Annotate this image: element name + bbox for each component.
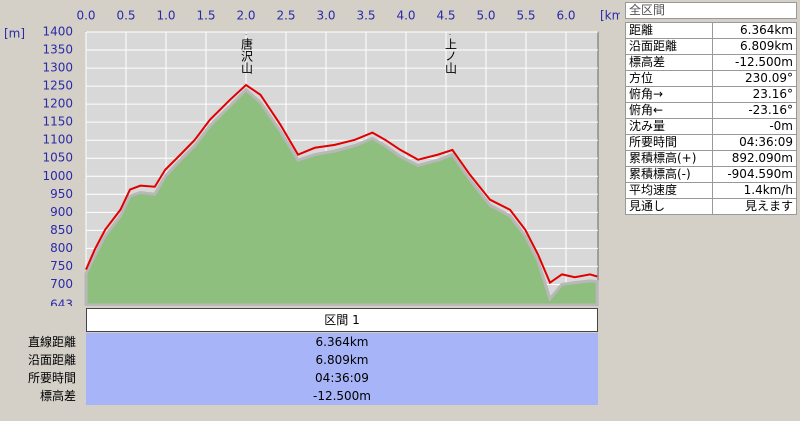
side-row: 累積標高(-) -904.590m [625,166,798,183]
y-tick-label: 1200 [42,97,73,111]
side-label: 俯角→ [625,86,713,103]
side-value: 892.090m [711,150,798,167]
section-label: 所要時間 [27,371,76,385]
side-value: -12.500m [711,54,798,71]
y-tick-label: 750 [50,259,73,273]
side-value: 見えます [711,198,798,215]
section-value: 04:36:09 [86,369,598,387]
x-tick-label: 6.0 [556,9,575,23]
side-value: 230.09° [711,70,798,87]
section-header[interactable]: 区間 1 [86,308,598,332]
side-value: -0m [711,118,798,135]
x-tick-label: 1.5 [196,9,215,23]
route-line [85,83,598,285]
side-label: 平均速度 [625,182,713,199]
peak-label: 上ノ山 [444,38,458,74]
side-value: -904.590m [711,166,798,183]
side-row: 方位 230.09° [625,70,798,87]
side-label: 所要時間 [625,134,713,151]
side-label: 方位 [625,70,713,87]
x-tick-label: 2.0 [236,9,255,23]
section-label: 直線距離 [27,335,76,349]
side-label: 累積標高(-) [625,166,713,183]
x-tick-label: 4.0 [396,9,415,23]
y-tick-label: 800 [50,241,73,255]
side-label: 標高差 [625,54,713,71]
y-tick-label: 900 [50,205,73,219]
side-value: -23.16° [711,102,798,119]
side-row: 沈み量 -0m [625,118,798,135]
y-tick-label: 643 [50,298,73,307]
section-label: 沿面距離 [27,353,76,367]
x-tick-label: 5.5 [516,9,535,23]
side-row: 見通し 見えます [625,198,798,215]
side-row: 所要時間 04:36:09 [625,134,798,151]
terrain-area [84,87,599,306]
x-tick-label: 2.5 [276,9,295,23]
side-row: 沿面距離 6.809km [625,38,798,55]
side-label: 沿面距離 [625,38,713,55]
side-value: 1.4km/h [711,182,798,199]
side-row: 平均速度 1.4km/h [625,182,798,199]
x-tick-label: 3.0 [316,9,335,23]
x-tick-label: 4.5 [436,9,455,23]
side-panel: 全区間 距離 6.364km 沿面距離 6.809km 標高差 -12.500m 方位 230… [625,2,798,215]
section-value: 6.809km [86,351,598,369]
y-tick-label: 1100 [42,133,73,147]
peak-label: 唐沢山 [240,37,254,74]
side-row: 標高差 -12.500m [625,54,798,71]
side-label: 累積標高(+) [625,150,713,167]
side-value: 6.364km [711,22,798,39]
side-row: 累積標高(+) 892.090m [625,150,798,167]
section-label: 標高差 [39,389,76,403]
x-tick-label: 3.5 [356,9,375,23]
chart: 643 700 750 800 850 900 950 1000 1050 1100 1150 120… [4,9,620,307]
x-axis-label: [km] [600,9,620,23]
x-tick-label: 1.0 [156,9,175,23]
side-label: 俯角← [625,102,713,119]
y-tick-label: 1300 [42,61,73,75]
side-label: 距離 [625,22,713,39]
y-tick-label: 1250 [42,79,73,93]
side-value: 04:36:09 [711,134,798,151]
section-value: 6.364km [86,333,598,351]
side-table: 距離 6.364km 沿面距離 6.809km 標高差 -12.500m 方位 230.09°… [625,22,798,215]
y-tick-label: 1050 [42,151,73,165]
y-axis-label: [m] [4,27,25,41]
side-label: 見通し [625,198,713,215]
x-tick-label: 0.0 [76,9,95,23]
y-tick-label: 1000 [42,169,73,183]
side-title: 全区間 [625,2,797,19]
side-value: 6.809km [711,38,798,55]
side-row: 俯角→ 23.16° [625,86,798,103]
y-tick-label: 1150 [42,115,73,129]
y-tick-label: 950 [50,187,73,201]
x-tick-label: 0.5 [116,9,135,23]
y-tick-label: 1400 [42,25,73,39]
side-row: 距離 6.364km [625,22,798,39]
y-tick-label: 1350 [42,43,73,57]
y-tick-label: 850 [50,223,73,237]
x-tick-label: 5.0 [476,9,495,23]
side-value: 23.16° [711,86,798,103]
section-value: -12.500m [86,387,598,405]
side-label: 沈み量 [625,118,713,135]
y-tick-label: 700 [50,277,73,291]
side-row: 俯角← -23.16° [625,102,798,119]
